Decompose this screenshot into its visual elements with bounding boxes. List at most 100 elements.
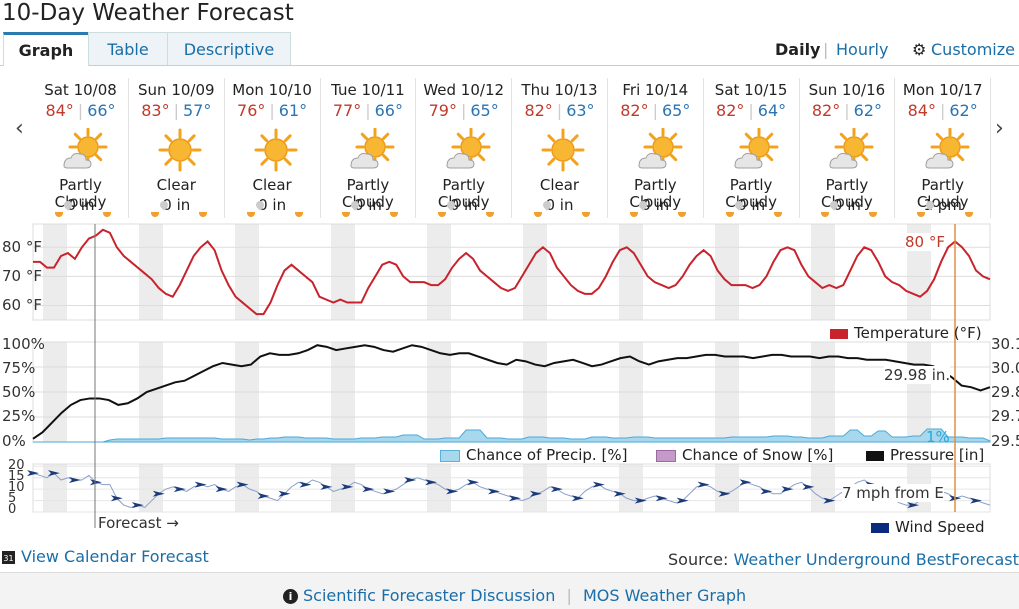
day-icon (443, 127, 491, 176)
sunset-icon (869, 212, 878, 217)
temp-callout: 80 °F (905, 233, 945, 251)
wind-arrow (215, 486, 228, 493)
next-arrow-icon[interactable]: › (995, 116, 1004, 141)
wind-tick-20: 20 (8, 458, 25, 473)
wind-arrow (508, 495, 521, 502)
gear-icon[interactable]: ⚙ (912, 40, 927, 59)
sunrise-icon (246, 212, 255, 217)
sunset-icon (390, 212, 399, 217)
temp-divider: | (365, 101, 371, 120)
tab-graph[interactable]: Graph (3, 32, 89, 66)
sunrise-icon (534, 212, 542, 217)
customize-link[interactable]: Customize (931, 40, 1015, 59)
day-column[interactable]: Mon 10/17 84° | 62° Partly Cloudy 1 pm (895, 78, 992, 218)
day-column[interactable]: Sat 10/15 82° | 64° Partly Cloudy 0 in (704, 78, 800, 218)
day-temps: 82° | 64° (704, 101, 799, 120)
temp-tick-70: 70 °F (2, 267, 42, 285)
night-band (811, 224, 835, 320)
day-column[interactable]: Wed 10/12 79° | 65° Partly Cloudy 0 in (416, 78, 513, 218)
partly-cloudy-icon (446, 127, 491, 169)
temp-divider: | (77, 101, 84, 120)
day-high: 83° (141, 101, 170, 120)
day-temps: 76° | 61° (225, 101, 320, 120)
day-date: Mon 10/10 (232, 81, 312, 99)
calendar-link[interactable]: 31 View Calendar Forecast (2, 547, 209, 566)
day-column[interactable]: Tue 10/11 77° | 66° Partly Cloudy 0 in (320, 78, 417, 218)
forecast-charts (27, 223, 991, 528)
sunset-icon (582, 212, 590, 217)
wind-callout: 7 mph from E (842, 484, 944, 502)
day-date: Thu 10/13 (521, 81, 598, 99)
temperature-legend: Temperature (°F) (830, 324, 982, 342)
wind-arrow (425, 479, 438, 486)
sunrise-icon (629, 212, 638, 217)
night-band (523, 224, 547, 320)
day-column[interactable]: Sat 10/08 84° | 66° Partly Cloudy 0 in (33, 78, 129, 218)
wind-arrow (739, 479, 752, 486)
day-precip: 0 in (353, 196, 382, 214)
day-precip: 0 in (162, 196, 191, 214)
day-column[interactable]: Fri 10/14 82° | 65° Partly Cloudy 0 in (608, 78, 704, 218)
night-band (523, 464, 547, 512)
sunrise-icon (438, 212, 447, 217)
tab-descriptive[interactable]: Descriptive (167, 32, 291, 65)
day-icon (252, 128, 300, 176)
wind-arrow (173, 486, 186, 493)
sunrise-icon (917, 212, 926, 217)
day-icon (922, 127, 970, 176)
day-temps: 79° | 65° (416, 101, 511, 120)
wind-arrow (110, 495, 123, 502)
night-band (715, 464, 739, 512)
day-column[interactable]: Mon 10/10 76° | 61° Clear 0 in (225, 78, 321, 218)
day-condition: Clear (252, 176, 292, 194)
wind-arrow (257, 493, 270, 499)
sun-icon (158, 128, 202, 172)
day-column[interactable]: Thu 10/13 82° | 63° Clear 0 in (512, 78, 608, 218)
sunset-icon (294, 212, 303, 217)
day-low: 66° (374, 101, 403, 120)
night-band (43, 464, 67, 512)
temp-tick-60: 60 °F (2, 296, 42, 314)
wind-arrow (299, 481, 312, 488)
wind-legend-label: Wind Speed (895, 518, 985, 536)
precip-tick-75: 75% (2, 359, 36, 377)
sun-icon (541, 128, 585, 172)
daily-toggle[interactable]: Daily (775, 40, 821, 59)
day-column[interactable]: Sun 10/09 83° | 57° Clear 0 in (129, 78, 225, 218)
wind-arrow (655, 495, 668, 502)
hourly-toggle[interactable]: Hourly (836, 40, 889, 59)
sunrise-icon (821, 212, 830, 217)
night-band (811, 464, 835, 512)
precip-swatch (440, 449, 460, 462)
day-low: 65° (470, 101, 499, 120)
day-date: Tue 10/11 (331, 81, 405, 99)
day-column[interactable]: Sun 10/16 82° | 62° Partly Cloudy 0 in (799, 78, 896, 218)
wind-tick-15: 15 (8, 469, 25, 484)
tab-table[interactable]: Table (88, 32, 168, 65)
night-band (43, 224, 67, 320)
view-tabs: Graph Table Descriptive Daily | Hourly ⚙… (0, 32, 1019, 66)
day-temps: 82° | 62° (799, 101, 894, 120)
temperature-legend-label: Temperature (°F) (854, 324, 982, 342)
wind-arrow (802, 483, 815, 490)
day-high: 76° (237, 101, 266, 120)
pressure-tick-30-1: 30.1 (991, 335, 1019, 353)
mos-graph-link[interactable]: MOS Weather Graph (582, 586, 747, 605)
temperature-swatch (830, 328, 848, 339)
source-link[interactable]: Weather Underground BestForecast (733, 550, 1019, 569)
wind-swatch (871, 522, 889, 533)
day-icon (731, 127, 779, 176)
forecaster-discussion-link[interactable]: Scientific Forecaster Discussion (303, 586, 556, 605)
precip-tick-100: 100% (2, 335, 45, 353)
wind-arrow (760, 488, 773, 495)
day-precip: 0 in (641, 196, 670, 214)
pressure-tick-29-8: 29.8 (991, 383, 1019, 401)
calendar-link-text[interactable]: View Calendar Forecast (21, 547, 209, 566)
wind-arrow (152, 490, 165, 497)
previous-arrow-icon[interactable]: ‹ (15, 116, 24, 141)
day-condition: Partly Cloudy (916, 176, 969, 211)
day-high: 79° (428, 101, 457, 120)
day-high: 84° (907, 101, 936, 120)
wind-arrow (907, 502, 920, 509)
day-high: 82° (811, 101, 841, 120)
